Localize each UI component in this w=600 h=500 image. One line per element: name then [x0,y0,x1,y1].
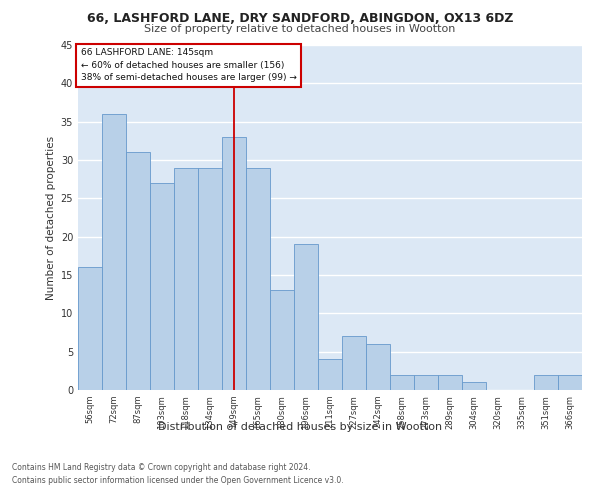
Bar [318,360,342,390]
Bar [294,244,318,390]
Bar [438,374,462,390]
Text: Contains HM Land Registry data © Crown copyright and database right 2024.: Contains HM Land Registry data © Crown c… [12,462,311,471]
Bar [246,168,270,390]
Text: 66 LASHFORD LANE: 145sqm
← 60% of detached houses are smaller (156)
38% of semi-: 66 LASHFORD LANE: 145sqm ← 60% of detach… [80,48,296,82]
Bar [462,382,486,390]
Bar [270,290,294,390]
Bar [414,374,438,390]
Bar [198,168,222,390]
Bar [150,183,174,390]
Text: Size of property relative to detached houses in Wootton: Size of property relative to detached ho… [145,24,455,34]
Bar [366,344,390,390]
Text: Contains public sector information licensed under the Open Government Licence v3: Contains public sector information licen… [12,476,344,485]
Bar [126,152,150,390]
Text: 66, LASHFORD LANE, DRY SANDFORD, ABINGDON, OX13 6DZ: 66, LASHFORD LANE, DRY SANDFORD, ABINGDO… [87,12,513,26]
Bar [78,268,102,390]
Bar [390,374,414,390]
Bar [222,137,246,390]
Bar [558,374,582,390]
Bar [534,374,558,390]
Y-axis label: Number of detached properties: Number of detached properties [46,136,56,300]
Bar [342,336,366,390]
Bar [174,168,198,390]
Bar [102,114,126,390]
Text: Distribution of detached houses by size in Wootton: Distribution of detached houses by size … [158,422,442,432]
